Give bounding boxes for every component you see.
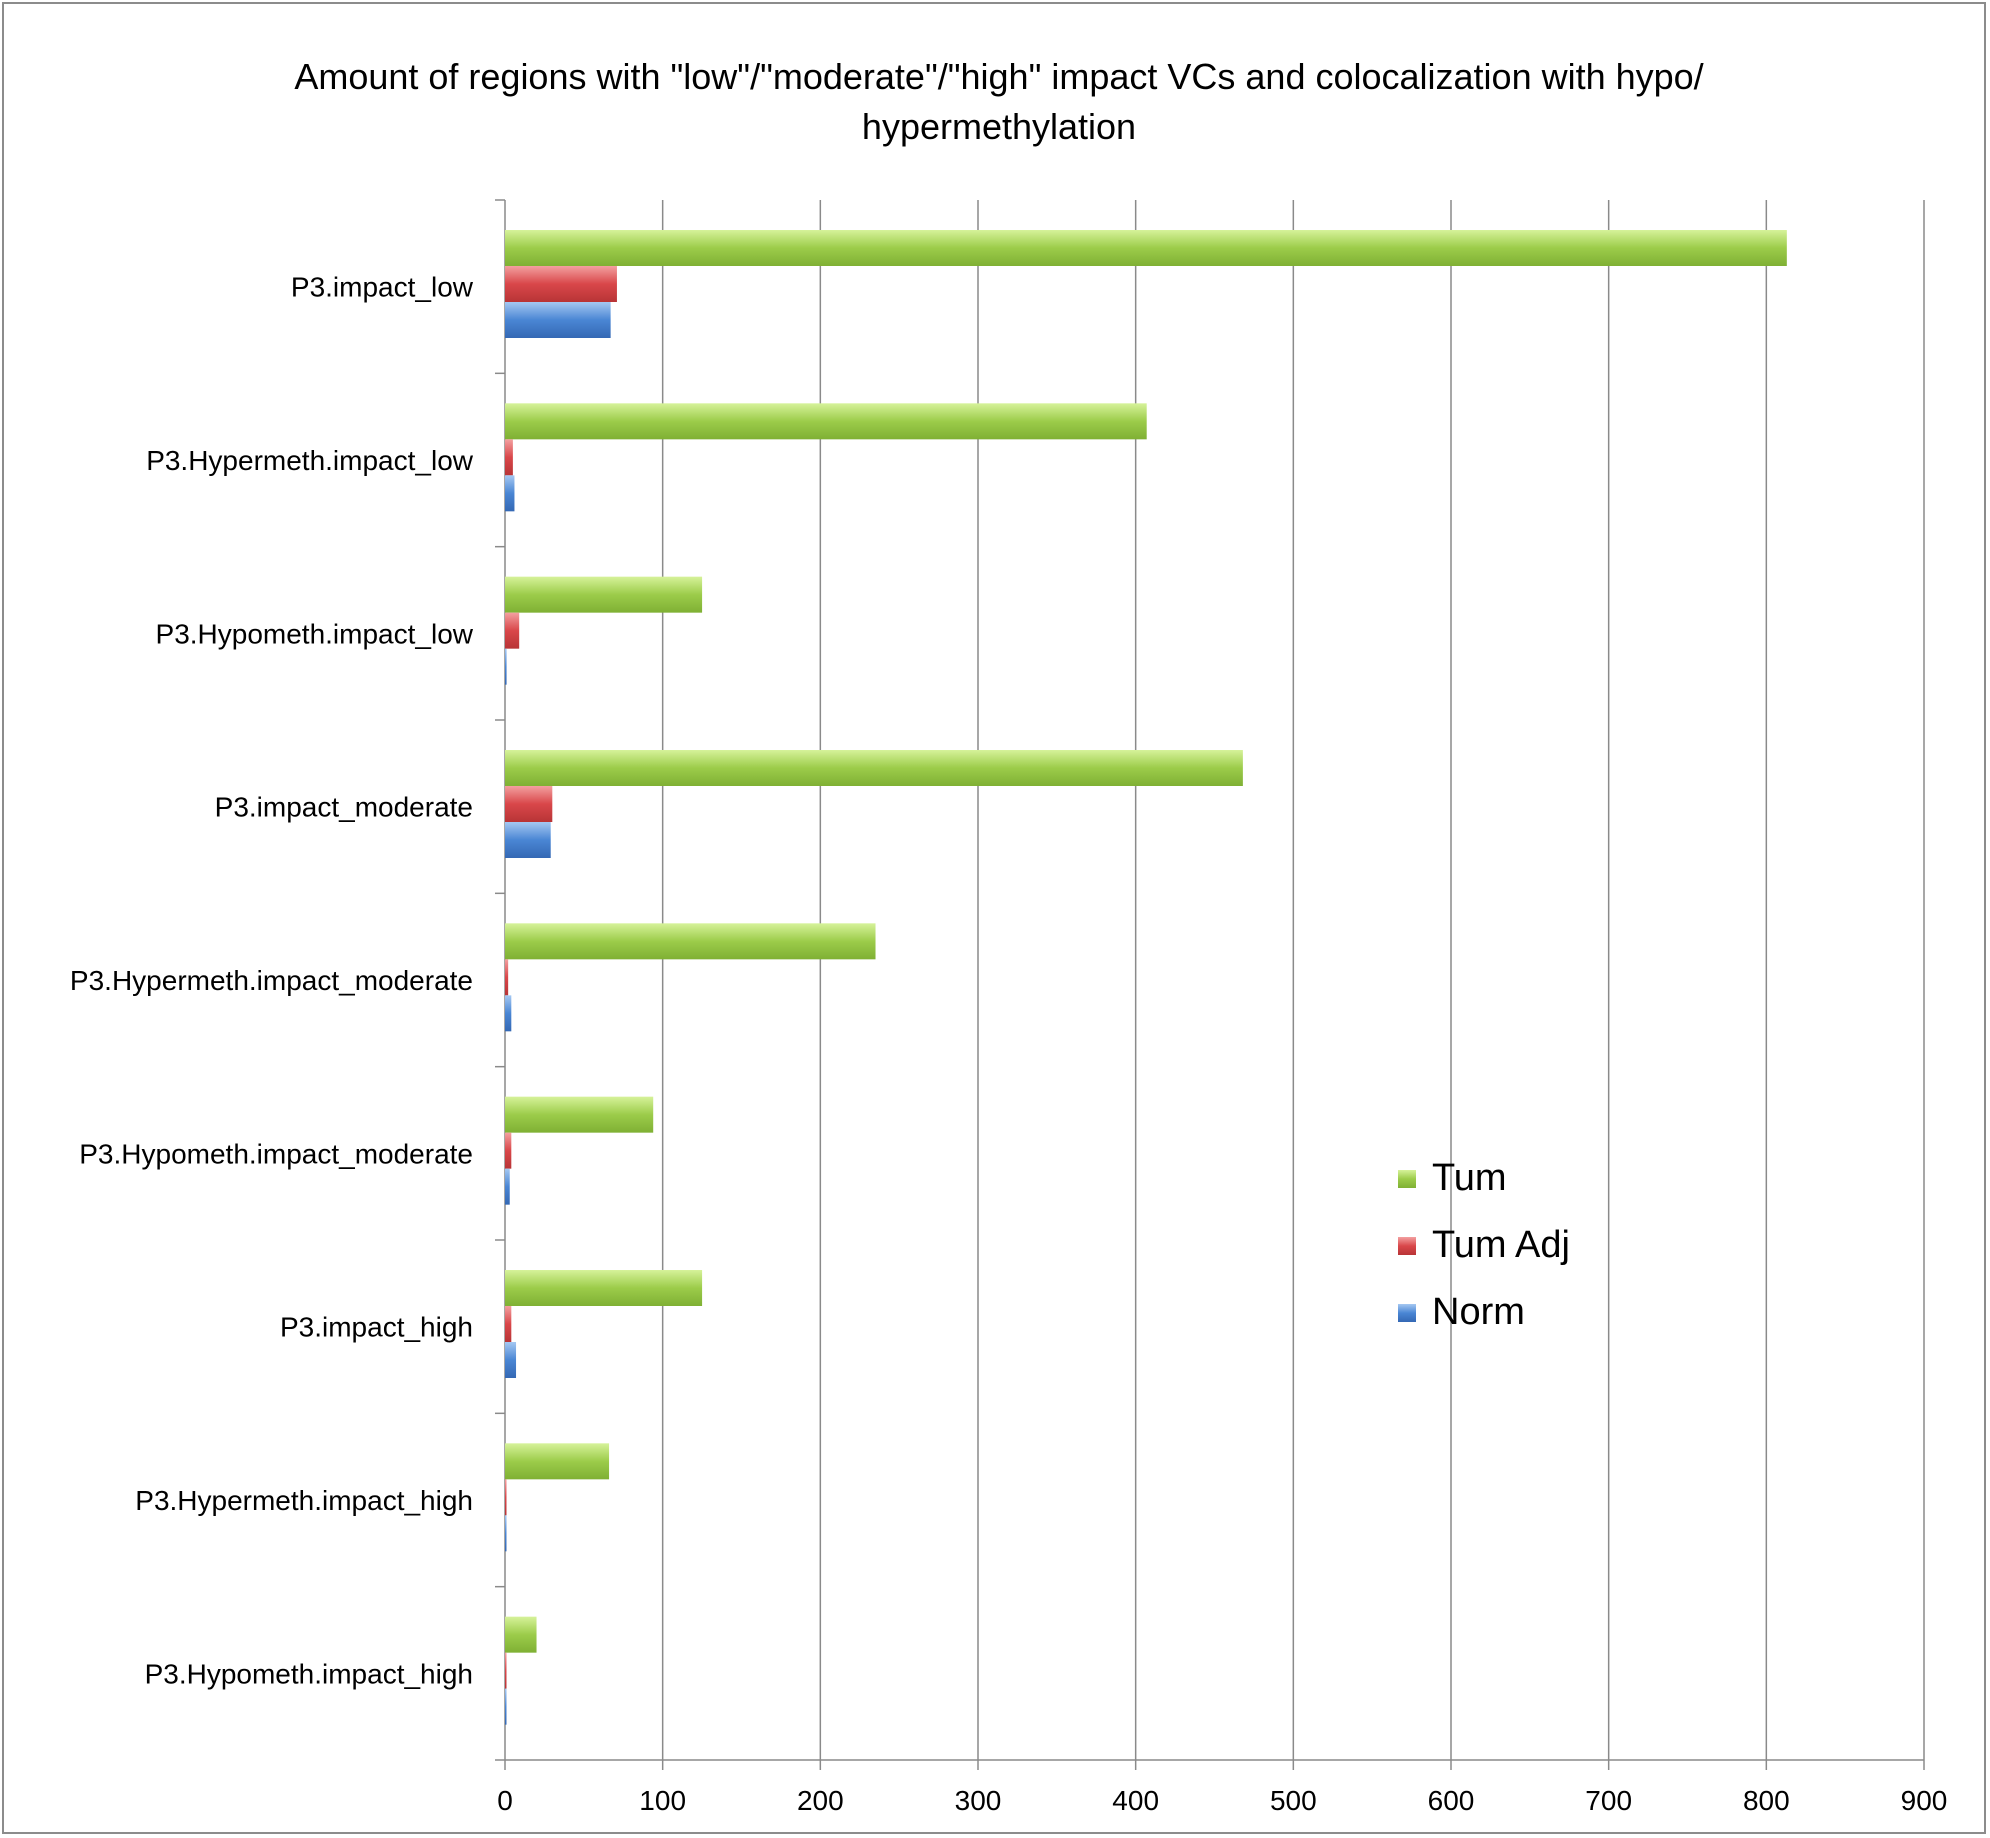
x-tick-label: 500: [1270, 1785, 1317, 1816]
x-tick-label: 0: [497, 1785, 513, 1816]
legend-swatch: [1398, 1170, 1416, 1188]
bar-norm: [505, 995, 512, 1032]
category-label: P3.Hypermeth.impact_low: [146, 445, 474, 476]
bar-tum-adj: [505, 1479, 507, 1516]
bar-tum-adj: [505, 1652, 507, 1689]
bar-tum-adj: [505, 959, 509, 996]
bar-norm: [505, 302, 611, 338]
gridlines: [661, 200, 1925, 1760]
bar-norm: [505, 475, 515, 512]
bar-tum: [505, 923, 876, 960]
category-label: P3.Hypermeth.impact_high: [135, 1485, 473, 1516]
legend-swatch: [1398, 1237, 1416, 1255]
bar-tum-adj: [505, 439, 513, 476]
bar-tum: [505, 1096, 654, 1133]
x-tick-label: 700: [1585, 1785, 1632, 1816]
bar-tum: [505, 1443, 610, 1480]
bar-norm: [505, 1168, 510, 1205]
x-tick-label: 400: [1112, 1785, 1159, 1816]
legend-swatch: [1398, 1304, 1416, 1322]
bar-norm: [505, 648, 507, 685]
category-label: P3.Hypometh.impact_moderate: [79, 1138, 473, 1169]
bar-tum-adj: [505, 1132, 512, 1169]
bar-norm: [505, 1342, 517, 1378]
legend-label: Norm: [1432, 1291, 1525, 1333]
bar-tum: [505, 1616, 537, 1653]
bar-tum-adj: [505, 266, 617, 302]
bar-tum-adj: [505, 1306, 512, 1342]
x-tick-label: 200: [797, 1785, 844, 1816]
x-tick-label: 600: [1428, 1785, 1475, 1816]
x-tick-label: 800: [1743, 1785, 1790, 1816]
category-label: P3.Hypometh.impact_low: [156, 618, 474, 649]
bar-norm: [505, 822, 551, 858]
bar-norm: [505, 1688, 507, 1725]
x-tick-label: 300: [955, 1785, 1002, 1816]
category-label: P3.Hypermeth.impact_moderate: [70, 965, 473, 996]
legend: Tum Tum Adj Norm: [1398, 1157, 1570, 1333]
bar-tum-adj: [505, 786, 553, 822]
bars: [505, 230, 1787, 1725]
category-label: P3.impact_high: [280, 1312, 473, 1343]
bar-tum: [505, 576, 703, 613]
bar-tum: [505, 750, 1243, 786]
legend-label: Tum: [1432, 1157, 1507, 1199]
bar-tum-adj: [505, 612, 520, 649]
bar-tum: [505, 403, 1147, 440]
category-label: P3.Hypometh.impact_high: [145, 1658, 473, 1689]
category-label: P3.impact_moderate: [215, 792, 473, 823]
bar-norm: [505, 1515, 507, 1552]
legend-label: Tum Adj: [1432, 1224, 1570, 1266]
chart-title: Amount of regions with "low"/"moderate"/…: [294, 56, 1704, 147]
axis-labels: 0 100 200 300 400 500 600 700 800 900 P3.impact_lo…: [70, 272, 1947, 1816]
bar-tum: [505, 1270, 703, 1306]
category-label: P3.impact_low: [291, 272, 474, 303]
bar-tum: [505, 230, 1787, 266]
x-tick-label: 900: [1901, 1785, 1948, 1816]
x-tick-label: 100: [639, 1785, 686, 1816]
